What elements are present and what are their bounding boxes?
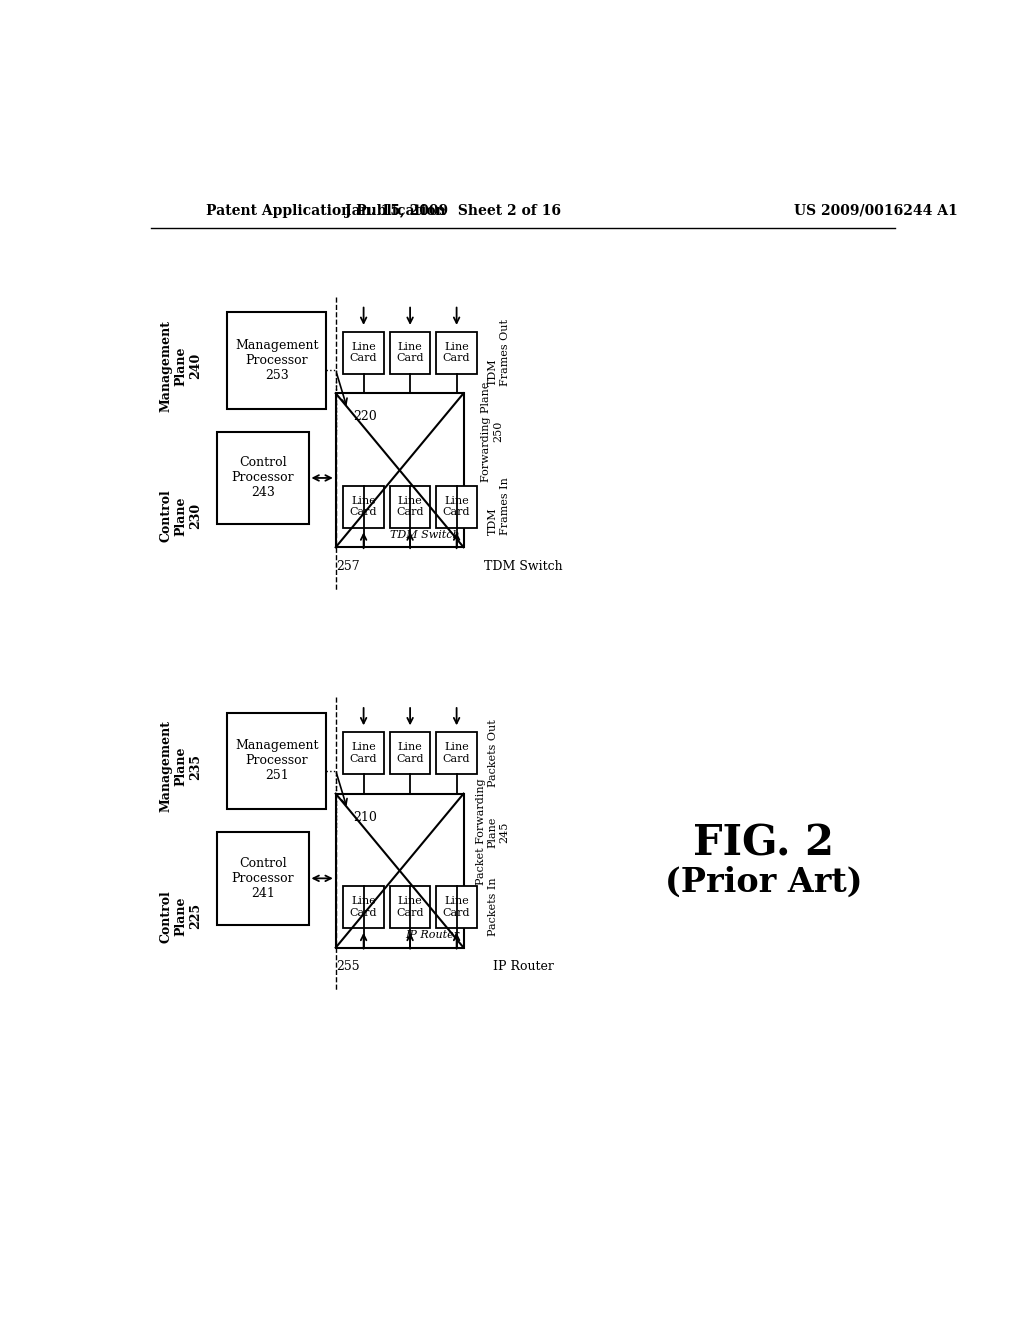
Bar	[227, 713, 327, 809]
Bar	[227, 313, 327, 409]
Bar	[390, 331, 430, 374]
Bar	[336, 393, 464, 548]
Bar	[390, 886, 430, 928]
Bar	[343, 733, 384, 775]
Text: Control
Processor
243: Control Processor 243	[231, 457, 294, 499]
Bar	[217, 432, 308, 524]
Text: TDM
Frames Out: TDM Frames Out	[488, 319, 510, 385]
Text: Line
Card: Line Card	[396, 896, 424, 917]
Text: (Prior Art): (Prior Art)	[665, 866, 862, 899]
Text: FIG. 2: FIG. 2	[693, 822, 834, 865]
Text: Management
Plane
235: Management Plane 235	[159, 721, 202, 813]
Text: IP Router: IP Router	[406, 931, 460, 940]
Text: Patent Application Publication: Patent Application Publication	[206, 203, 445, 218]
Bar	[343, 886, 384, 928]
Bar	[390, 486, 430, 528]
Text: Line
Card: Line Card	[396, 342, 424, 363]
Text: 255: 255	[336, 961, 359, 973]
Text: US 2009/0016244 A1: US 2009/0016244 A1	[795, 203, 958, 218]
Text: Packets In: Packets In	[488, 878, 499, 936]
Text: Line
Card: Line Card	[442, 742, 470, 764]
Text: Line
Card: Line Card	[350, 495, 378, 517]
Text: TDM Switch: TDM Switch	[484, 560, 562, 573]
Text: TDM Switch: TDM Switch	[390, 529, 460, 540]
Text: Management
Plane
240: Management Plane 240	[159, 321, 202, 412]
Text: 210: 210	[352, 810, 377, 824]
Text: Packets Out: Packets Out	[488, 719, 499, 787]
Text: Packet Forwarding
Plane
245: Packet Forwarding Plane 245	[476, 779, 509, 886]
Text: Line
Card: Line Card	[396, 742, 424, 764]
Text: Forwarding Plane
250: Forwarding Plane 250	[481, 381, 503, 482]
Text: Control
Plane
230: Control Plane 230	[159, 490, 202, 543]
Text: Management
Processor
251: Management Processor 251	[236, 739, 318, 781]
Text: Line
Card: Line Card	[442, 495, 470, 517]
Bar	[336, 793, 464, 948]
Bar	[436, 733, 477, 775]
Bar	[343, 486, 384, 528]
Text: 220: 220	[352, 411, 377, 424]
Text: Management
Processor
253: Management Processor 253	[236, 339, 318, 381]
Text: Line
Card: Line Card	[442, 342, 470, 363]
Text: Line
Card: Line Card	[442, 896, 470, 917]
Text: Line
Card: Line Card	[350, 896, 378, 917]
Text: Line
Card: Line Card	[396, 495, 424, 517]
Bar	[217, 832, 308, 924]
Bar	[436, 486, 477, 528]
Text: Control
Processor
241: Control Processor 241	[231, 857, 294, 900]
Bar	[436, 886, 477, 928]
Text: Control
Plane
225: Control Plane 225	[159, 890, 202, 942]
Text: IP Router: IP Router	[493, 961, 554, 973]
Text: 257: 257	[336, 560, 359, 573]
Bar	[390, 733, 430, 775]
Text: Jan. 15, 2009  Sheet 2 of 16: Jan. 15, 2009 Sheet 2 of 16	[345, 203, 561, 218]
Bar	[343, 331, 384, 374]
Bar	[436, 331, 477, 374]
Text: Line
Card: Line Card	[350, 342, 378, 363]
Text: Line
Card: Line Card	[350, 742, 378, 764]
Text: TDM
Frames In: TDM Frames In	[488, 478, 510, 536]
